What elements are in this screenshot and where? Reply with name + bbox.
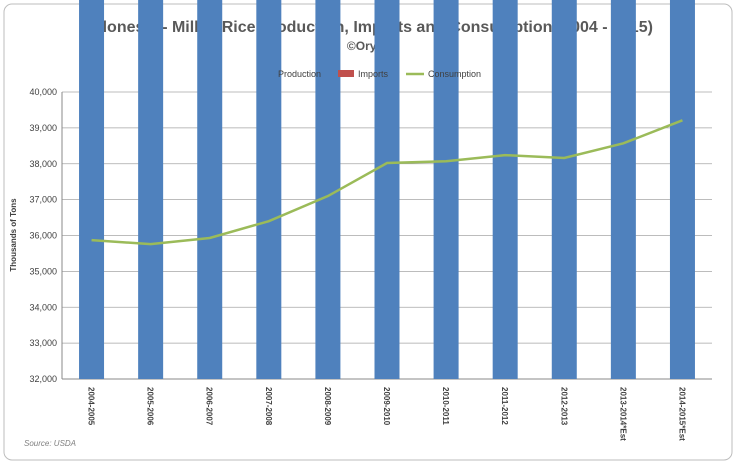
y-tick-label: 37,000 bbox=[29, 195, 57, 205]
bar-segment bbox=[551, 0, 577, 379]
y-tick-label: 40,000 bbox=[29, 87, 57, 97]
bar-segment bbox=[610, 0, 636, 379]
legend-label: Production bbox=[278, 69, 321, 79]
legend-label: Consumption bbox=[428, 69, 481, 79]
legend-label: Imports bbox=[358, 69, 389, 79]
y-tick-label: 32,000 bbox=[29, 374, 57, 384]
y-axis-label: Thousands of Tons bbox=[9, 198, 18, 272]
x-tick-label: 2014-2015*Est bbox=[677, 387, 686, 441]
x-tick-label: 2008-2009 bbox=[323, 387, 332, 426]
y-tick-label: 39,000 bbox=[29, 123, 57, 133]
legend-swatch bbox=[338, 70, 354, 77]
bar-segment bbox=[197, 0, 223, 379]
bar-segment bbox=[669, 0, 695, 379]
legend-swatch bbox=[258, 70, 274, 77]
x-tick-label: 2010-2011 bbox=[441, 387, 450, 425]
x-tick-label: 2009-2010 bbox=[382, 387, 391, 426]
x-tick-label: 2007-2008 bbox=[264, 387, 273, 426]
y-tick-label: 34,000 bbox=[29, 302, 57, 312]
bar-segment bbox=[138, 0, 164, 379]
bar-segment bbox=[374, 0, 400, 380]
bar-segment bbox=[79, 0, 105, 379]
x-tick-label: 2006-2007 bbox=[205, 387, 214, 426]
bar-segment bbox=[315, 0, 341, 379]
y-tick-label: 38,000 bbox=[29, 159, 57, 169]
bar-segment bbox=[433, 0, 459, 379]
y-tick-label: 35,000 bbox=[29, 266, 57, 276]
x-tick-label: 2013-2014*Est bbox=[618, 387, 627, 441]
bar-segment bbox=[492, 0, 518, 379]
x-tick-label: 2011-2012 bbox=[500, 387, 509, 425]
x-tick-label: 2012-2013 bbox=[559, 387, 568, 426]
source-note: Source: USDA bbox=[24, 439, 76, 448]
x-tick-label: 2004-2005 bbox=[87, 387, 96, 426]
consumption-line bbox=[91, 119, 683, 246]
y-tick-label: 36,000 bbox=[29, 231, 57, 241]
chart-frame bbox=[3, 3, 733, 461]
y-tick-label: 33,000 bbox=[29, 338, 57, 348]
bar-segment bbox=[256, 0, 282, 379]
x-tick-label: 2005-2006 bbox=[146, 387, 155, 426]
